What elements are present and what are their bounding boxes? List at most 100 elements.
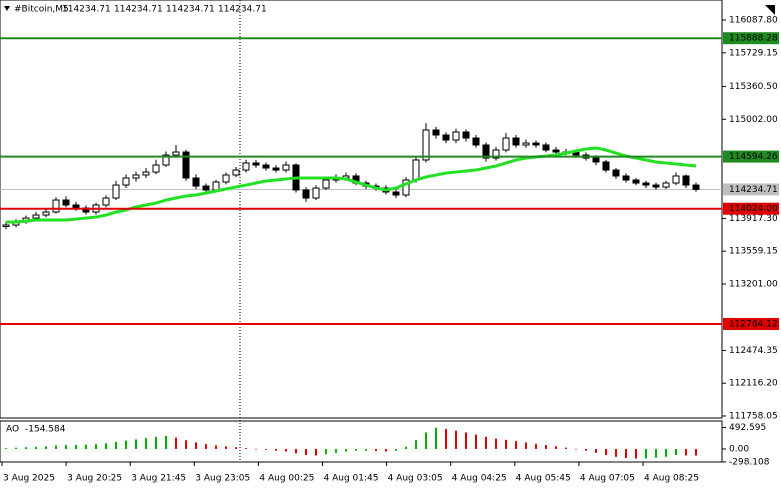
ao-bar xyxy=(175,437,177,449)
candle-body xyxy=(612,169,620,177)
ao-bar xyxy=(265,448,267,450)
ohlc-high: 114234.71 xyxy=(114,5,163,15)
y-tick-label: 112116.20 xyxy=(729,379,778,389)
candle-body xyxy=(72,204,80,209)
ao-bar xyxy=(675,448,677,456)
ao-bar xyxy=(615,448,617,457)
ao-value: -154.584 xyxy=(25,425,66,435)
ao-bar xyxy=(605,448,607,456)
candle-body xyxy=(312,187,320,199)
candle-body xyxy=(402,179,410,196)
candle-body xyxy=(192,177,200,187)
ao-bar xyxy=(455,430,457,449)
ao-bar xyxy=(565,447,567,449)
ao-bar xyxy=(135,439,137,449)
ao-bar xyxy=(255,448,257,450)
candle-body xyxy=(52,199,60,213)
ao-bar xyxy=(635,448,637,459)
ao-bar xyxy=(235,447,237,449)
candle-body xyxy=(622,175,630,181)
candle-body xyxy=(652,184,660,188)
candle-body xyxy=(392,191,400,196)
y-tick-label: 111758.05 xyxy=(729,411,778,421)
ao-bar xyxy=(315,448,317,456)
candle-body xyxy=(522,142,530,146)
candle-body xyxy=(212,181,220,191)
level-label: 115888.28 xyxy=(729,34,778,44)
candle-body xyxy=(462,131,470,139)
ao-bar xyxy=(545,445,547,449)
ao-bar xyxy=(375,448,377,452)
ao-bar xyxy=(535,443,537,449)
candle-body xyxy=(552,149,560,153)
ao-bar xyxy=(5,448,7,449)
candle-body xyxy=(132,174,140,179)
candle-body xyxy=(632,179,640,184)
ao-bar xyxy=(205,444,207,449)
ao-bar xyxy=(505,439,507,449)
candle-body xyxy=(272,167,280,171)
candle-body xyxy=(542,144,550,151)
ao-bar xyxy=(285,448,287,452)
candle-body xyxy=(432,129,440,136)
y-tick-label: 112474.35 xyxy=(729,346,778,356)
candle-body xyxy=(252,162,260,166)
ao-bar xyxy=(465,432,467,449)
candle-body xyxy=(202,185,210,191)
ao-name: AO xyxy=(6,425,19,435)
x-tick-label: 4 Aug 03:05 xyxy=(388,474,443,484)
x-tick-label: 3 Aug 20:25 xyxy=(67,474,122,484)
candle-body xyxy=(592,157,600,163)
candle-body xyxy=(322,179,330,189)
ao-bar xyxy=(575,448,577,450)
ao-frame xyxy=(0,420,723,463)
ao-bar xyxy=(645,448,647,459)
candle-body xyxy=(142,171,150,176)
ao-bar xyxy=(405,446,407,449)
moving-average xyxy=(6,146,697,224)
candle-body xyxy=(62,199,70,206)
ao-bar xyxy=(525,442,527,449)
ao-bar xyxy=(245,448,247,449)
ao-bar xyxy=(145,438,147,449)
candle-body xyxy=(602,161,610,171)
x-tick-label: 4 Aug 01:45 xyxy=(324,474,379,484)
candle-body xyxy=(32,214,40,219)
ao-bar xyxy=(85,444,87,449)
x-tick-label: 3 Aug 2025 xyxy=(3,474,55,484)
y-tick-label: 116087.80 xyxy=(729,15,778,25)
ao-bar xyxy=(475,434,477,449)
ao-bar xyxy=(335,448,337,453)
x-tick-label: 4 Aug 04:25 xyxy=(452,474,507,484)
candle-body xyxy=(222,174,230,183)
ao-bar xyxy=(95,444,97,449)
ao-bar xyxy=(115,442,117,449)
y-tick-label: 0.00 xyxy=(729,444,749,454)
ao-bar xyxy=(195,442,197,449)
symbol: #Bitcoin,M5 xyxy=(14,5,69,15)
ao-bar xyxy=(185,440,187,449)
candle-body xyxy=(482,144,490,159)
candle-body xyxy=(502,137,510,151)
candle-body xyxy=(512,137,520,146)
y-tick-label: 492.595 xyxy=(729,423,766,433)
ao-bar xyxy=(395,448,397,451)
candle-body xyxy=(162,154,170,166)
candle-body xyxy=(452,131,460,141)
ao-bar xyxy=(305,448,307,456)
candle-body xyxy=(182,151,190,179)
y-tick-label: 115360.50 xyxy=(729,82,778,92)
candle-body xyxy=(672,175,680,184)
ao-bar xyxy=(15,447,17,449)
ao-bar xyxy=(215,445,217,449)
level-label-box xyxy=(723,202,779,215)
candle-body xyxy=(642,182,650,186)
candle-body xyxy=(682,175,690,186)
ao-bar xyxy=(385,448,387,452)
candle-body xyxy=(2,224,10,227)
candle-body xyxy=(422,129,430,161)
candle-body xyxy=(412,159,420,181)
candle-body xyxy=(492,149,500,159)
candle-body xyxy=(232,169,240,176)
